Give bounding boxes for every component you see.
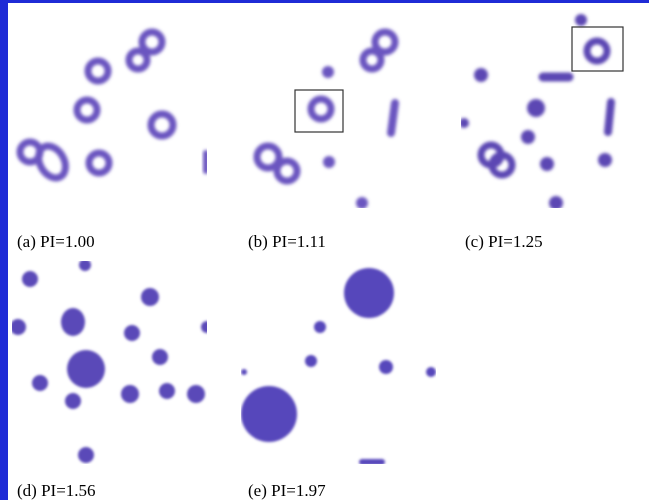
panel-a-morphology — [16, 28, 207, 182]
panel-c-caption: (c) PI=1.25 — [465, 232, 543, 251]
panel-c-image — [461, 5, 649, 208]
panel-b-morphology — [253, 28, 399, 208]
highlight-box — [571, 26, 624, 72]
panel-d-caption: (d) PI=1.56 — [17, 481, 96, 500]
panel-a-image — [12, 5, 207, 208]
panel-c-morphology — [461, 14, 624, 208]
panel-d-image — [12, 261, 207, 464]
panel-e-image — [241, 261, 436, 464]
highlight-box — [294, 89, 344, 133]
panel-a-caption: (a) PI=1.00 — [17, 232, 95, 251]
panel-d-morphology — [12, 261, 207, 463]
panel-e-morphology — [241, 268, 436, 464]
panel-e-caption: (e) PI=1.97 — [248, 481, 326, 500]
panel-b-image — [241, 5, 436, 208]
panel-b-caption: (b) PI=1.11 — [248, 232, 326, 251]
